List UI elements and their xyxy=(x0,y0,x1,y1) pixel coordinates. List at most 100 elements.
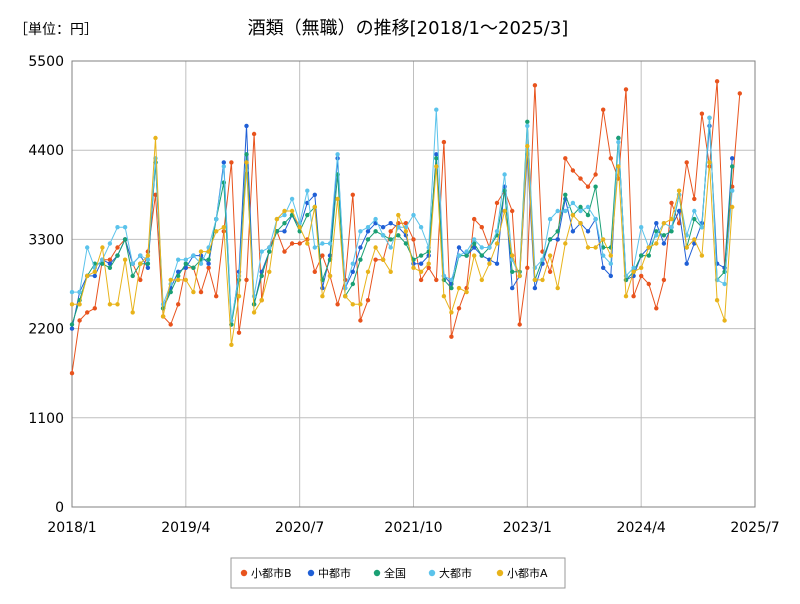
data-point xyxy=(343,285,348,291)
data-point xyxy=(510,208,515,214)
data-point xyxy=(593,184,598,189)
data-point xyxy=(236,294,242,299)
data-point xyxy=(510,285,515,291)
data-point xyxy=(479,277,484,283)
data-point xyxy=(130,310,135,315)
data-point xyxy=(358,302,363,307)
data-point xyxy=(221,180,226,185)
data-point xyxy=(494,241,500,246)
x-tick-label: 2019/4 xyxy=(161,520,210,536)
data-point xyxy=(388,237,393,242)
data-point xyxy=(191,265,196,270)
x-tick-label: 2020/7 xyxy=(275,520,324,536)
series-line xyxy=(72,109,733,321)
data-point xyxy=(623,87,629,92)
data-point xyxy=(350,281,355,287)
x-tick-label: 2018/1 xyxy=(47,520,96,536)
data-point xyxy=(327,273,333,279)
data-point xyxy=(396,233,401,238)
data-point xyxy=(251,294,257,299)
data-point xyxy=(464,249,469,254)
data-point xyxy=(555,285,560,291)
data-point xyxy=(464,289,469,295)
data-point xyxy=(327,241,333,246)
data-point xyxy=(730,156,735,161)
data-point xyxy=(69,371,75,376)
data-point xyxy=(191,253,196,258)
data-point xyxy=(320,253,325,258)
data-point xyxy=(259,298,264,303)
data-point xyxy=(411,237,416,242)
data-point xyxy=(631,269,636,274)
data-point xyxy=(69,289,75,295)
data-point xyxy=(244,123,249,129)
data-point xyxy=(388,269,393,274)
y-tick-label: 3300 xyxy=(28,232,64,248)
data-point xyxy=(487,245,492,250)
data-point xyxy=(441,294,447,299)
data-point xyxy=(418,269,424,274)
data-point xyxy=(350,302,355,307)
data-point xyxy=(699,111,705,116)
data-point xyxy=(578,208,583,214)
data-point xyxy=(418,277,424,283)
data-point xyxy=(654,221,659,226)
data-point xyxy=(418,225,424,230)
data-point xyxy=(547,269,553,274)
data-point xyxy=(684,261,689,266)
x-axis: 2018/1 2019/4 2020/7 2021/10 2023/1 2024/4 202… xyxy=(47,520,779,536)
data-point xyxy=(547,237,553,242)
legend-item: 中都市 xyxy=(307,566,351,580)
data-point xyxy=(267,269,272,274)
data-point xyxy=(358,229,363,234)
data-point xyxy=(449,310,454,315)
data-point xyxy=(206,249,211,254)
y-tick-label: 1100 xyxy=(28,411,64,427)
data-point xyxy=(282,212,287,218)
data-point xyxy=(289,196,295,202)
data-point xyxy=(570,168,576,173)
data-point xyxy=(312,204,317,210)
data-point xyxy=(122,225,128,230)
data-point xyxy=(69,302,75,307)
data-point xyxy=(107,261,113,266)
data-point xyxy=(661,277,667,283)
data-point xyxy=(305,188,310,193)
data-point xyxy=(464,253,469,258)
data-point xyxy=(517,273,522,279)
data-point xyxy=(305,212,310,218)
data-point xyxy=(115,245,120,250)
data-point xyxy=(555,229,560,234)
data-point xyxy=(456,306,462,311)
data-point xyxy=(494,229,500,234)
data-point xyxy=(168,289,173,295)
data-point xyxy=(616,139,621,145)
data-point xyxy=(585,212,591,218)
data-point xyxy=(320,241,325,246)
data-point xyxy=(373,245,378,250)
data-point xyxy=(358,318,363,323)
data-point xyxy=(608,253,613,258)
data-point xyxy=(547,216,553,222)
data-point xyxy=(472,241,477,246)
data-point xyxy=(183,261,188,266)
data-point xyxy=(259,273,264,279)
data-point xyxy=(487,261,492,266)
data-point xyxy=(434,156,439,161)
data-point xyxy=(85,245,90,250)
data-point xyxy=(282,229,287,234)
data-point xyxy=(183,265,188,270)
data-point xyxy=(540,277,545,283)
data-point xyxy=(176,257,181,262)
data-point xyxy=(229,160,234,165)
data-point xyxy=(456,245,462,250)
data-point xyxy=(434,107,439,112)
data-point xyxy=(107,241,113,246)
data-point xyxy=(654,229,659,234)
data-point xyxy=(403,241,409,246)
data-point xyxy=(434,152,439,157)
data-point xyxy=(198,289,204,295)
x-tick-label: 2021/10 xyxy=(384,520,442,536)
data-point xyxy=(92,269,98,274)
data-point xyxy=(411,212,416,218)
